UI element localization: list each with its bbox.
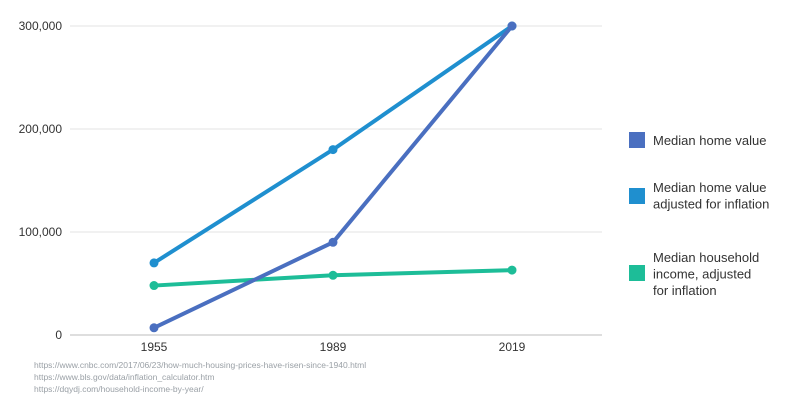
x-tick-label: 1955 [141,340,168,354]
source-link[interactable]: https://www.bls.gov/data/inflation_calcu… [34,372,215,382]
data-point [507,265,517,275]
data-point [328,237,338,247]
legend-swatch [629,265,645,281]
legend-label: Median home value [653,180,766,195]
y-tick-label: 200,000 [19,122,63,136]
data-point [328,145,338,155]
series-line [152,24,514,265]
legend-label: for inflation [653,283,717,298]
source-link[interactable]: https://dqydj.com/household-income-by-ye… [34,384,204,394]
legend: Median home value Median home value adjust… [629,132,769,298]
grid-lines [70,25,602,336]
data-point [149,323,159,333]
y-tick-label: 300,000 [19,19,63,33]
data-point [149,258,159,268]
legend-label: Median home value [653,133,766,148]
data-point [507,21,517,31]
x-tick-label: 2019 [499,340,526,354]
legend-swatch [629,188,645,204]
x-axis-labels: 1955 1989 2019 [141,340,526,354]
legend-label: Median household [653,250,759,265]
x-tick-label: 1989 [320,340,347,354]
data-point [149,281,159,291]
legend-label: income, adjusted [653,267,751,282]
source-link[interactable]: https://www.cnbc.com/2017/06/23/how-much… [34,360,367,370]
y-tick-label: 100,000 [19,225,63,239]
series-layer [149,21,517,333]
y-axis-labels: 0 100,000 200,000 300,000 [19,19,63,342]
data-point [328,270,338,280]
y-tick-label: 0 [55,328,62,342]
sources: https://www.cnbc.com/2017/06/23/how-much… [34,359,366,395]
legend-swatch [629,132,645,148]
legend-label: adjusted for inflation [653,197,769,212]
